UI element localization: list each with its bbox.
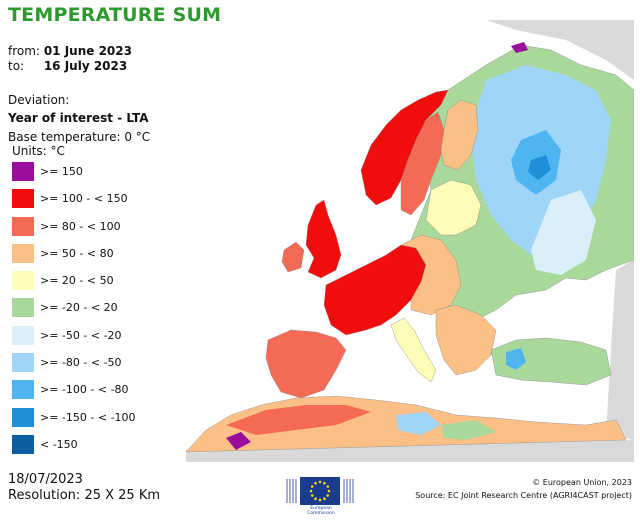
- copyright: © European Union, 2023: [532, 478, 632, 487]
- legend-swatch: [12, 243, 34, 263]
- eu-star: [309, 489, 313, 493]
- land-finland: [440, 99, 479, 171]
- land-central-europe: [400, 234, 462, 316]
- resolution: Resolution: 25 X 25 Km: [8, 488, 161, 503]
- legend-swatch: [12, 298, 34, 318]
- period-to: to: 16 July 2023: [8, 59, 127, 73]
- map-title: TEMPERATURE SUM: [8, 4, 222, 26]
- period-to-value: 16 July 2023: [43, 59, 128, 73]
- legend-swatch: [12, 216, 34, 236]
- legend-label: >= -50 - < -20: [40, 328, 122, 342]
- deviation-label: Deviation:: [8, 93, 70, 107]
- legend-label: >= 50 - < 80: [40, 246, 114, 260]
- base-temperature: Base temperature: 0 °C: [8, 130, 151, 144]
- region-egypt-blue: [396, 412, 441, 435]
- land-iberia: [265, 329, 347, 399]
- region-arctic-purple: [511, 42, 528, 53]
- legend-label: >= -100 - < -80: [40, 383, 129, 397]
- legend-label: >= 150: [40, 165, 83, 178]
- non-data-land-south: [186, 440, 634, 462]
- legend-swatch: [12, 407, 34, 427]
- legend-label: < -150: [40, 437, 78, 451]
- legend-label: >= 80 - < 100: [40, 219, 121, 233]
- eu-star: [327, 489, 331, 493]
- legend-swatch: [12, 380, 34, 400]
- europe-map: [186, 20, 634, 462]
- eu-star: [323, 497, 326, 501]
- legend-label: >= -80 - < -50: [40, 356, 122, 370]
- eu-star: [318, 480, 322, 484]
- eu-star: [314, 497, 317, 501]
- region-russia-pale: [531, 190, 596, 275]
- region-morocco-purple: [226, 432, 251, 450]
- eu-star: [310, 494, 314, 497]
- deviation-value: Year of interest - LTA: [8, 111, 149, 125]
- non-data-land-north: [486, 20, 634, 80]
- legend-swatch: [12, 162, 34, 181]
- source: Source: EC Joint Research Centre (AGRI4C…: [415, 491, 632, 500]
- legend-swatch: [12, 189, 34, 209]
- land-great-britain: [305, 199, 342, 279]
- units-label: Units: °C: [12, 144, 65, 158]
- ec-building-lines: [286, 479, 354, 503]
- eu-star: [310, 485, 314, 488]
- legend-label: >= 100 - < 150: [40, 192, 128, 206]
- eu-star: [326, 494, 330, 497]
- period-from-label: from:: [8, 44, 40, 58]
- region-egypt-green: [441, 420, 496, 440]
- non-data-land-east: [606, 260, 634, 440]
- land-baltic: [425, 179, 482, 236]
- region-russia-deeper: [528, 155, 551, 180]
- legend-swatch: [12, 271, 34, 291]
- ec-caption: European Commission: [307, 506, 335, 516]
- eu-star: [323, 481, 326, 485]
- eu-star: [314, 481, 317, 485]
- land-italy: [390, 317, 437, 383]
- land-norway: [360, 89, 449, 206]
- eu-star: [326, 485, 330, 488]
- legend-swatch: [12, 325, 34, 345]
- legend-label: >= -150 - < -100: [40, 410, 136, 424]
- legend-label: >= 20 - < 50: [40, 274, 114, 288]
- land-balkans: [435, 304, 497, 376]
- legend-label: >= -20 - < 20: [40, 301, 118, 315]
- eu-star: [318, 498, 322, 502]
- period-from-value: 01 June 2023: [43, 44, 132, 58]
- issue-date: 18/07/2023: [8, 472, 83, 487]
- region-turkey-blue: [506, 348, 526, 370]
- legend-swatch: [12, 434, 34, 454]
- region-north-africa-red: [226, 405, 371, 435]
- period-to-label: to:: [8, 59, 25, 73]
- legend-swatch: [12, 353, 34, 373]
- eu-flag-icon: [286, 477, 354, 505]
- land-ireland: [281, 241, 305, 273]
- period-from: from: 01 June 2023: [8, 44, 132, 58]
